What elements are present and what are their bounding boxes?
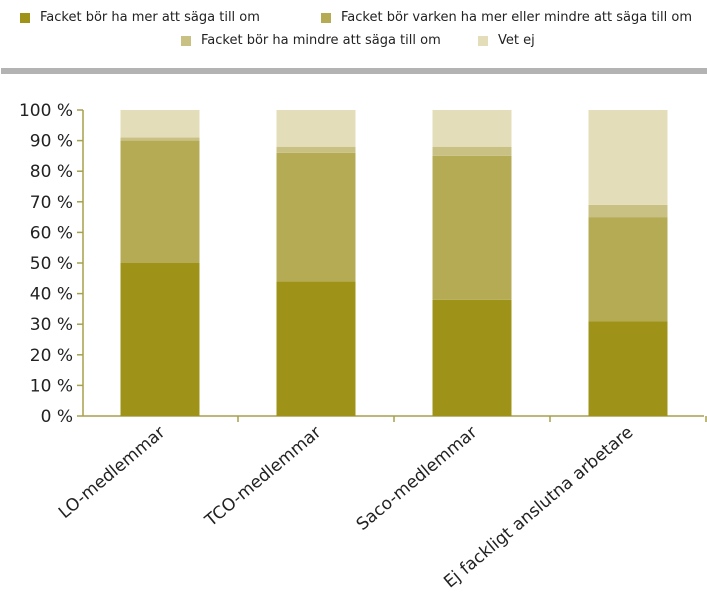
y-tick-label: 100 % bbox=[19, 101, 73, 121]
legend-label-mindre: Facket bör ha mindre att säga till om bbox=[201, 33, 441, 48]
y-tick-label: 0 % bbox=[41, 407, 73, 427]
y-tick-label: 80 % bbox=[30, 162, 73, 182]
category-label: Ej fackligt anslutna arbetare bbox=[440, 423, 637, 592]
legend-swatch-varken bbox=[321, 13, 331, 23]
bar-segment bbox=[120, 110, 200, 138]
bar-segment bbox=[588, 217, 668, 322]
bar-segment bbox=[120, 263, 200, 416]
y-tick-label: 10 % bbox=[30, 376, 73, 396]
y-tick-label: 40 % bbox=[30, 285, 73, 305]
legend-label-vet-ej: Vet ej bbox=[498, 33, 535, 48]
y-tick-label: 70 % bbox=[30, 193, 73, 213]
legend-item-mer: Facket bör ha mer att säga till om bbox=[20, 9, 260, 27]
legend-label-varken: Facket bör varken ha mer eller mindre at… bbox=[341, 10, 693, 25]
y-tick-label: 90 % bbox=[30, 132, 73, 152]
bar-segment bbox=[276, 146, 356, 153]
bar-segment bbox=[432, 146, 512, 156]
legend-item-varken: Facket bör varken ha mer eller mindre at… bbox=[321, 9, 692, 27]
legend-swatch-mer bbox=[20, 13, 30, 23]
chart-legend: Facket bör ha mer att säga till om Facke… bbox=[0, 0, 707, 56]
legend-label-mer: Facket bör ha mer att säga till om bbox=[40, 10, 260, 25]
divider-bar bbox=[1, 68, 707, 74]
bar-segment bbox=[588, 321, 668, 416]
y-tick-label: 50 % bbox=[30, 254, 73, 274]
bar-segment bbox=[588, 204, 668, 218]
category-label: Saco-medlemmar bbox=[353, 423, 481, 535]
category-label: TCO-medlemmar bbox=[201, 423, 326, 532]
y-tick-label: 60 % bbox=[30, 223, 73, 243]
bar-segment bbox=[120, 137, 200, 141]
bar-segment bbox=[276, 152, 356, 282]
legend-item-mindre: Facket bör ha mindre att säga till om bbox=[181, 32, 441, 50]
bar-segment bbox=[120, 140, 200, 263]
y-tick-label: 30 % bbox=[30, 315, 73, 335]
y-tick-label: 20 % bbox=[30, 346, 73, 366]
bar-segment bbox=[432, 110, 512, 147]
bar-segment bbox=[432, 155, 512, 300]
category-label: LO-medlemmar bbox=[55, 423, 169, 523]
legend-swatch-mindre bbox=[181, 36, 191, 46]
bar-segment bbox=[588, 110, 668, 205]
legend-swatch-vet-ej bbox=[478, 36, 488, 46]
bar-segment bbox=[276, 281, 356, 416]
bar-segment bbox=[432, 299, 512, 416]
bar-segment bbox=[276, 110, 356, 147]
legend-item-vet-ej: Vet ej bbox=[478, 32, 535, 50]
